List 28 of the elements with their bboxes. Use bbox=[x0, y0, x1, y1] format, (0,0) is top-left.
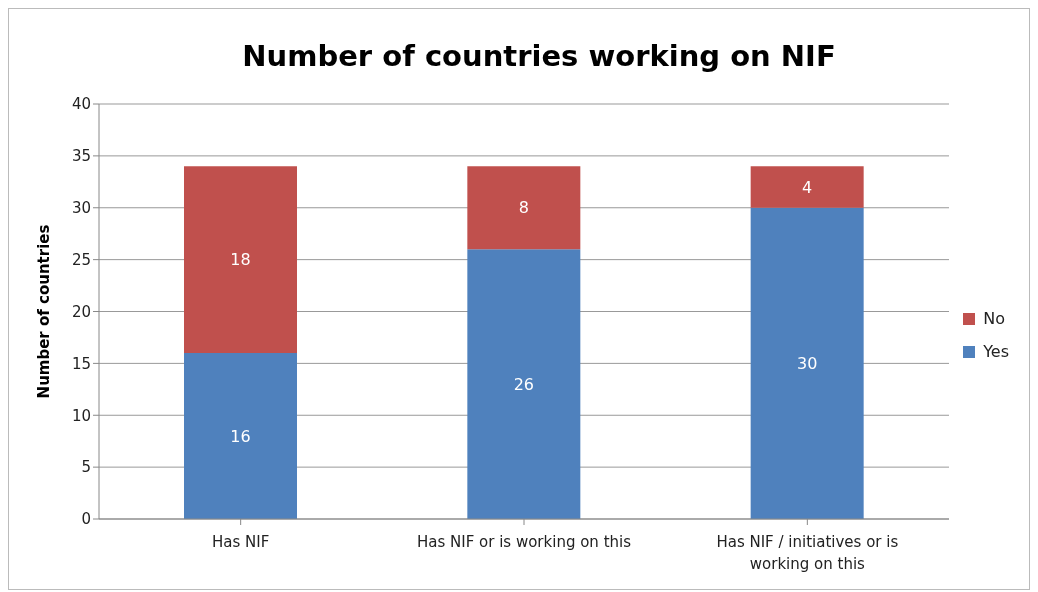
data-label: 26 bbox=[513, 374, 535, 394]
y-tick-label: 0 bbox=[81, 510, 91, 529]
data-label: 8 bbox=[518, 198, 529, 218]
y-tick-label: 30 bbox=[71, 199, 91, 218]
y-tick-label: 20 bbox=[71, 302, 91, 321]
y-tick-label: 40 bbox=[71, 95, 91, 114]
data-label: 18 bbox=[230, 250, 251, 270]
y-tick-label: 10 bbox=[71, 406, 91, 425]
bar bbox=[184, 353, 297, 519]
y-axis-title: Number of countries bbox=[35, 224, 54, 399]
x-tick-label: Has NIF / initiatives or is working on this bbox=[716, 533, 899, 573]
x-tick-label: Has NIF or is working on this bbox=[416, 533, 632, 551]
data-label: 16 bbox=[230, 426, 251, 446]
x-tick-label: Has NIF bbox=[212, 533, 270, 551]
bar bbox=[184, 166, 297, 353]
bar bbox=[750, 207, 864, 519]
bar bbox=[467, 166, 581, 250]
y-tick-label: 15 bbox=[71, 354, 91, 373]
y-tick-label: 5 bbox=[81, 458, 91, 477]
bar bbox=[467, 249, 581, 519]
legend-label: No bbox=[983, 309, 1005, 328]
data-label: 30 bbox=[796, 354, 818, 374]
bar bbox=[750, 166, 864, 208]
y-tick-label: 35 bbox=[71, 147, 91, 166]
data-label: 4 bbox=[802, 177, 813, 197]
chart-title: Number of countries working on NIF bbox=[241, 39, 837, 73]
legend-label: Yes bbox=[983, 342, 1009, 361]
y-tick-label: 25 bbox=[71, 250, 91, 269]
